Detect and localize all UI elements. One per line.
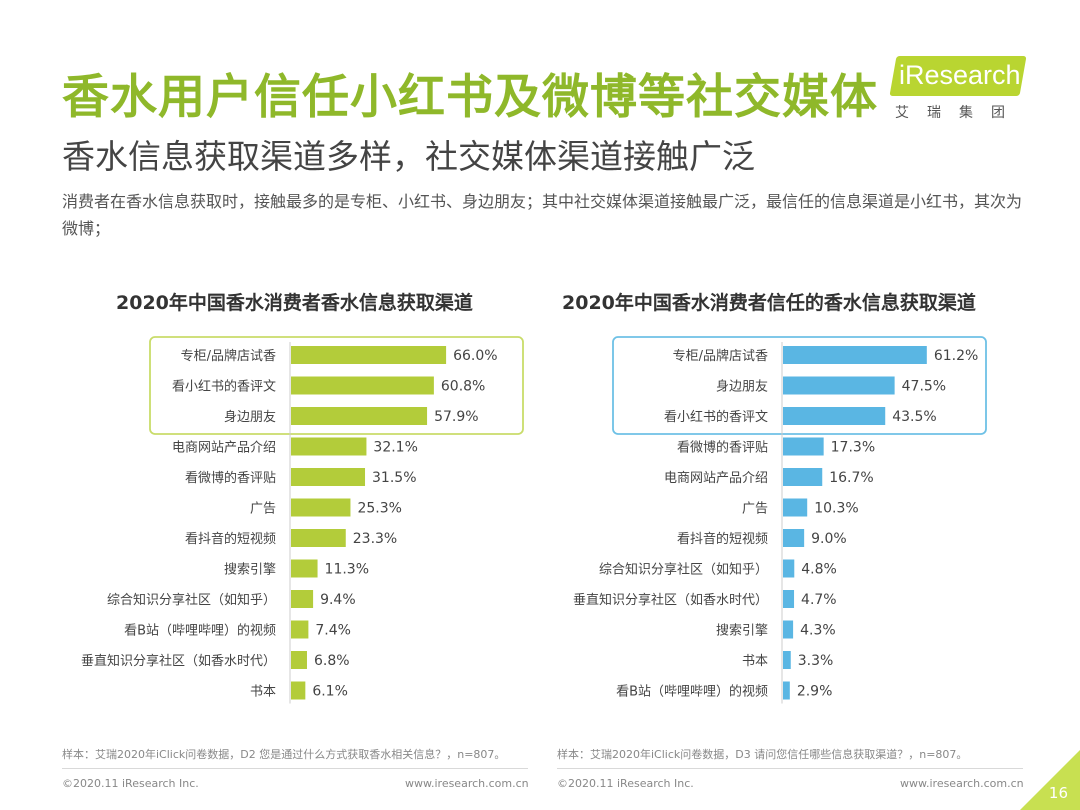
category-label-trust-4: 电商网站产品介绍 <box>664 471 768 486</box>
page-subtitle: 香水信息获取渠道多样，社交媒体渠道接触广泛 <box>62 137 755 176</box>
highlight-box-access <box>149 336 524 435</box>
footer-url-left[interactable]: www.iresearch.com.cn <box>405 777 529 790</box>
value-label-access-6: 23.3% <box>353 531 397 547</box>
category-label-access-1: 看小红书的香评文 <box>172 379 276 395</box>
value-label-access-0: 66.0% <box>453 348 497 364</box>
bar-access-7 <box>291 559 318 578</box>
value-label-access-9: 7.4% <box>315 623 351 639</box>
bar-trust-3 <box>783 437 824 456</box>
value-label-access-4: 31.5% <box>372 470 416 486</box>
category-label-access-4: 看微博的香评贴 <box>185 470 276 486</box>
value-label-access-2: 57.9% <box>434 409 478 425</box>
category-label-trust-0: 专柜/品牌店试香 <box>673 348 768 364</box>
bar-trust-10 <box>783 651 791 669</box>
corner-triangle <box>1020 750 1080 810</box>
value-label-access-7: 11.3% <box>325 562 369 578</box>
bar-trust-0 <box>783 346 927 364</box>
footer-url-right[interactable]: www.iresearch.com.cn <box>900 777 1024 790</box>
bar-access-0 <box>291 346 447 364</box>
bar-trust-7 <box>783 559 795 578</box>
bar-access-10 <box>291 651 307 669</box>
value-label-trust-1: 47.5% <box>902 379 946 395</box>
summary-text: 消费者在香水信息获取时，接触最多的是专柜、小红书、身边朋友；其中社交媒体渠道接触… <box>62 192 1023 238</box>
value-label-access-5: 25.3% <box>357 501 401 517</box>
value-label-trust-3: 17.3% <box>831 440 875 456</box>
value-label-trust-8: 4.7% <box>801 592 837 608</box>
iresearch-logo: iResearch 艾瑞集团 <box>889 56 1028 126</box>
footer-copyright-left: ©2020.11 iResearch Inc. <box>62 777 199 790</box>
category-label-trust-7: 综合知识分享社区（如知乎） <box>599 562 768 578</box>
bar-access-2 <box>291 407 428 425</box>
value-label-access-10: 6.8% <box>314 653 350 669</box>
bar-trust-2 <box>783 407 886 425</box>
logo-brand: iResearch <box>899 60 1021 90</box>
bar-trust-11 <box>783 681 790 700</box>
page-corner: 16 <box>1020 750 1080 810</box>
sample-note-left: 样本：艾瑞2020年iClick问卷数据，D2 您是通过什么方式获取香水相关信息… <box>62 748 506 761</box>
value-label-trust-11: 2.9% <box>797 684 833 700</box>
bar-trust-5 <box>783 498 808 517</box>
bar-access-5 <box>291 498 351 517</box>
value-label-access-1: 60.8% <box>441 379 485 395</box>
sample-note-right: 样本：艾瑞2020年iClick问卷数据，D3 请问您信任哪些信息获取渠道？，n… <box>557 748 968 761</box>
value-label-trust-4: 16.7% <box>829 470 873 486</box>
value-label-trust-10: 3.3% <box>798 653 834 669</box>
category-label-access-2: 身边朋友 <box>224 409 276 425</box>
bar-access-4 <box>291 468 366 486</box>
value-label-trust-5: 10.3% <box>814 501 858 517</box>
bar-trust-6 <box>783 529 805 547</box>
category-label-trust-1: 身边朋友 <box>716 379 768 395</box>
value-label-trust-0: 61.2% <box>934 348 978 364</box>
value-label-access-8: 9.4% <box>320 592 356 608</box>
value-label-trust-7: 4.8% <box>801 562 837 578</box>
bar-access-9 <box>291 620 309 639</box>
page-number: 16 <box>1048 784 1068 802</box>
bar-trust-4 <box>783 468 823 486</box>
category-label-trust-8: 垂直知识分享社区（如香水时代） <box>573 592 768 608</box>
bar-access-1 <box>291 376 434 395</box>
category-label-access-8: 综合知识分享社区（如知乎） <box>107 592 276 608</box>
chart-title-trust: 2020年中国香水消费者信任的香水信息获取渠道 <box>562 292 976 314</box>
category-label-access-10: 垂直知识分享社区（如香水时代） <box>81 653 276 669</box>
bar-access-3 <box>291 437 367 456</box>
category-label-access-3: 电商网站产品介绍 <box>172 441 276 456</box>
category-label-access-9: 看B站（哔哩哔哩）的视频 <box>124 623 276 639</box>
category-label-access-0: 专柜/品牌店试香 <box>181 348 276 364</box>
category-label-trust-11: 看B站（哔哩哔哩）的视频 <box>616 684 768 700</box>
category-label-access-5: 广告 <box>250 502 276 517</box>
category-label-access-7: 搜索引擎 <box>224 563 276 578</box>
value-label-access-3: 32.1% <box>373 440 417 456</box>
chart-title-access: 2020年中国香水消费者香水信息获取渠道 <box>116 292 473 314</box>
bar-trust-9 <box>783 620 794 639</box>
category-label-trust-5: 广告 <box>742 502 768 517</box>
bar-access-8 <box>291 590 314 608</box>
value-label-access-11: 6.1% <box>312 684 348 700</box>
bar-access-11 <box>291 681 306 700</box>
category-label-trust-10: 书本 <box>742 654 768 669</box>
value-label-trust-6: 9.0% <box>811 531 847 547</box>
category-label-trust-6: 看抖音的短视频 <box>677 531 768 547</box>
footer-copyright-right: ©2020.11 iResearch Inc. <box>557 777 694 790</box>
page-title: 香水用户信任小红书及微博等社交媒体 <box>62 70 878 125</box>
footer-rule-left <box>62 768 528 769</box>
category-label-access-11: 书本 <box>250 685 276 700</box>
value-label-trust-9: 4.3% <box>800 623 836 639</box>
category-label-trust-3: 看微博的香评贴 <box>677 440 768 456</box>
logo-brand-cn: 艾瑞集团 <box>895 105 1023 121</box>
category-label-trust-2: 看小红书的香评文 <box>664 409 768 425</box>
bar-access-6 <box>291 529 346 547</box>
category-label-access-6: 看抖音的短视频 <box>185 531 276 547</box>
highlight-box-trust <box>612 336 987 435</box>
value-label-trust-2: 43.5% <box>892 409 936 425</box>
footer-rule-right <box>557 768 1023 769</box>
category-label-trust-9: 搜索引擎 <box>716 624 768 639</box>
bar-trust-8 <box>783 590 795 608</box>
bar-trust-1 <box>783 376 895 395</box>
